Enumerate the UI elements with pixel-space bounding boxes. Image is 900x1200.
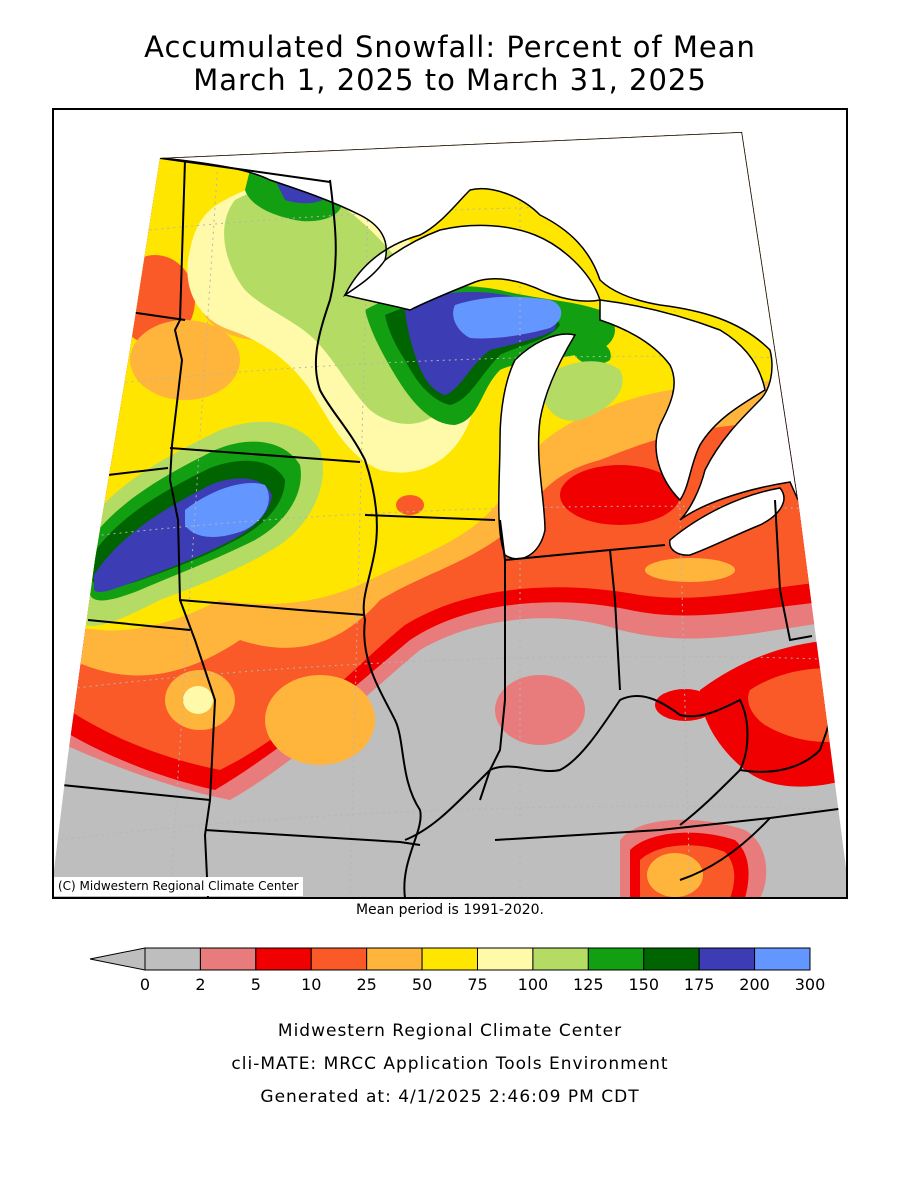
field-red-michigan [560, 465, 680, 525]
legend-label-2: 2 [195, 975, 205, 994]
field-light-blue-up [453, 296, 562, 339]
legend-label-100: 100 [518, 975, 549, 994]
field-light-orange-tn [647, 853, 703, 897]
map-title-line1: Accumulated Snowfall: Percent of Mean [144, 30, 756, 64]
legend-swatch-5 [255, 947, 312, 971]
lake-superior [343, 224, 601, 311]
field-light-orange-pocket-west [130, 320, 240, 400]
field-red-ky [655, 689, 715, 721]
field-pink-indiana [495, 675, 585, 745]
snowfall-map [52, 108, 848, 899]
footer-tool-name: cli-MATE: MRCC Application Tools Environ… [231, 1054, 669, 1074]
legend-swatch-25 [366, 947, 423, 971]
lake-huron [599, 299, 766, 502]
canada-land [159, 132, 799, 521]
map-credit: (C) Midwestern Regional Climate Center [54, 877, 303, 896]
legend-swatch-50 [421, 947, 479, 971]
legend-label-5: 5 [251, 975, 261, 994]
field-light-orange-lake-erie [645, 558, 735, 582]
snowfall-fields [54, 132, 846, 898]
field-light-blue-sd [185, 482, 269, 537]
legend-label-0: 0 [140, 975, 150, 994]
legend-label-last: 300 [795, 975, 826, 994]
map-title-line2: March 1, 2025 to March 31, 2025 [193, 63, 707, 97]
field-light-green-lower-mi [540, 361, 623, 421]
field-light-orange-mo [265, 675, 375, 765]
mean-period-note: Mean period is 1991-2020. [355, 902, 545, 918]
legend-label-10: 10 [301, 975, 321, 994]
lake-michigan [498, 333, 577, 560]
legend-swatch-0 [144, 947, 201, 971]
legend-label-175: 175 [684, 975, 715, 994]
field-light-yellow-ks [183, 686, 213, 714]
footer-generated-time: Generated at: 4/1/2025 2:46:09 PM CDT [260, 1087, 640, 1107]
legend-swatch-200 [754, 947, 811, 971]
field-orange-iowa-dot [396, 495, 424, 515]
legend-label-25: 25 [356, 975, 376, 994]
legend-label-200: 200 [739, 975, 770, 994]
lake-erie [669, 487, 785, 556]
legend-lower-arrow [89, 947, 146, 971]
legend-swatch-75 [477, 947, 534, 971]
legend-swatch-125 [587, 947, 645, 971]
legend-swatch-150 [643, 947, 700, 971]
color-legend: 0 2 5 10 25 50 75 100 125 150 175 200 300 [89, 947, 826, 994]
legend-swatch-10 [310, 947, 368, 971]
legend-label-50: 50 [412, 975, 432, 994]
legend-label-125: 125 [573, 975, 604, 994]
legend-label-150: 150 [628, 975, 659, 994]
footer-organization: Midwestern Regional Climate Center [277, 1021, 623, 1041]
legend-swatch-175 [698, 947, 756, 971]
legend-swatch-2 [199, 947, 257, 971]
field-green-lower-mi [570, 340, 611, 365]
legend-label-75: 75 [467, 975, 487, 994]
state-boundaries [61, 157, 846, 898]
legend-swatch-100 [532, 947, 589, 971]
field-orange-east [748, 668, 846, 742]
map-frame-border [52, 108, 848, 899]
